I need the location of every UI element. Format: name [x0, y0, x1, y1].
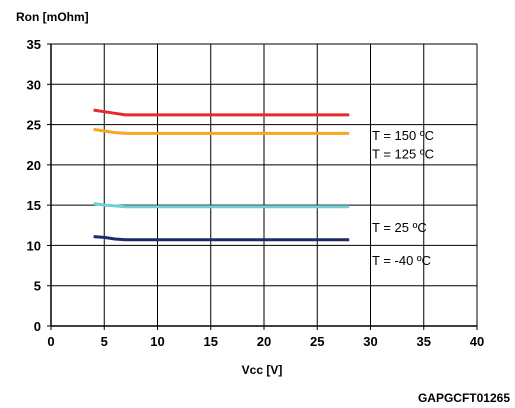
x-tick-label: 25	[310, 334, 324, 349]
x-tick-label: 20	[257, 334, 271, 349]
tick-labels: 0 5 10 15 20 25 30 35 0 5 10 15 20 25 30 35 40	[27, 37, 485, 349]
y-tick-label: 35	[27, 37, 41, 52]
series-line-1	[93, 127, 350, 135]
series-line-3	[93, 235, 350, 242]
series-line-0	[93, 108, 350, 117]
y-tick-label: 0	[34, 319, 41, 334]
series-label-3: T = -40 ºC	[372, 253, 431, 268]
y-tick-label: 5	[34, 279, 41, 294]
x-tick-label: 10	[150, 334, 164, 349]
series-label-1: T = 125 ºC	[372, 146, 434, 161]
x-tick-label: 35	[417, 334, 431, 349]
series-label-0: T = 150 ºC	[372, 128, 434, 143]
series-label-2: T = 25 ºC	[372, 220, 427, 235]
figure-code: GAPGCFT01265	[418, 391, 510, 405]
grid	[51, 43, 478, 326]
x-tick-label: 15	[204, 334, 218, 349]
y-tick-label: 15	[27, 198, 41, 213]
y-tick-label: 10	[27, 238, 41, 253]
x-tick-label: 5	[101, 334, 108, 349]
x-axis-title: Vcc [V]	[242, 363, 283, 377]
y-axis-title: Ron [mOhm]	[16, 10, 89, 24]
series-lines	[93, 108, 350, 242]
x-tick-label: 40	[470, 334, 484, 349]
y-tick-label: 30	[27, 77, 41, 92]
series-labels: T = 150 ºC T = 125 ºC T = 25 ºC T = -40 ºC	[372, 128, 434, 268]
y-tick-label: 20	[27, 158, 41, 173]
x-tick-label: 0	[47, 334, 54, 349]
x-tick-label: 30	[363, 334, 377, 349]
y-tick-label: 25	[27, 118, 41, 133]
series-line-2	[93, 202, 350, 209]
axes	[47, 43, 478, 330]
